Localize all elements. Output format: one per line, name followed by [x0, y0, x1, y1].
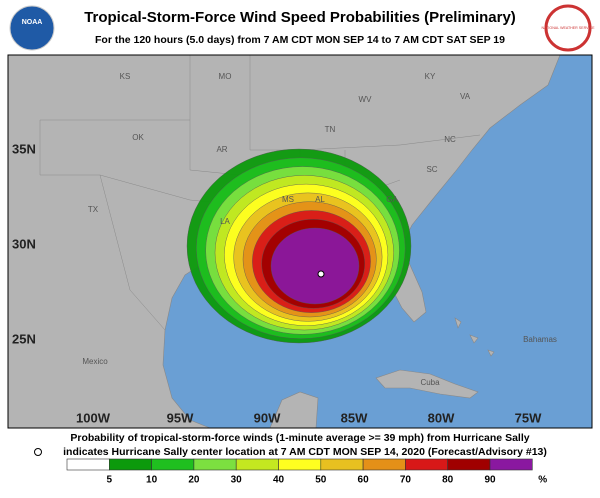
- legend-label: 80: [442, 475, 454, 486]
- lon-label: 85W: [341, 410, 368, 425]
- legend-label: 70: [400, 475, 412, 486]
- legend-swatch: [447, 458, 491, 471]
- legend-label: 30: [231, 475, 243, 486]
- place-label: AL: [315, 195, 325, 204]
- place-label: NC: [444, 135, 456, 144]
- legend-label: 90: [484, 475, 496, 486]
- title: Tropical-Storm-Force Wind Speed Probabil…: [84, 9, 516, 26]
- legend-swatch: [193, 458, 237, 471]
- legend: 5 10 20 30 40 50 60 70 80 90%: [66, 458, 547, 486]
- legend-swatch: [405, 458, 448, 471]
- place-label: TX: [88, 205, 99, 214]
- place-label: LA: [220, 217, 230, 226]
- bahamas: [454, 317, 495, 357]
- probability-ring: [270, 227, 360, 305]
- place-labels: KS MO KY WV VA OK AR TN NC SC TX MS AL GA LA Mexico Baha…: [82, 72, 557, 387]
- legend-swatch: [151, 458, 195, 471]
- legend-label: 5: [107, 475, 113, 486]
- borders: [39, 55, 481, 331]
- place-label: KS: [120, 72, 131, 81]
- legend-swatch: [362, 458, 406, 471]
- border: [99, 174, 166, 331]
- logo-text: NATIONAL WEATHER SERVICE: [542, 26, 596, 30]
- place-label: Mexico: [82, 357, 108, 366]
- logo-text: NOAA: [22, 19, 43, 26]
- lon-label: 100W: [76, 410, 111, 425]
- logo-circle: [544, 4, 592, 52]
- lat-label: 35N: [12, 141, 36, 156]
- place-label: OK: [132, 133, 144, 142]
- legend-swatch: [66, 458, 110, 471]
- legend-label: 50: [315, 475, 327, 486]
- logo-circle: [9, 5, 55, 51]
- place-label: MS: [282, 195, 294, 204]
- lat-label: 30N: [12, 236, 36, 251]
- legend-label: 20: [188, 475, 200, 486]
- legend-unit: %: [538, 475, 547, 486]
- lon-labels: 100W 95W 90W 85W 80W 75W: [76, 410, 542, 425]
- logo-nws: NATIONAL WEATHER SERVICE: [542, 4, 596, 52]
- legend-label: 60: [358, 475, 370, 486]
- border: [40, 119, 241, 176]
- center-symbol: [34, 448, 42, 456]
- place-label: SC: [426, 165, 437, 174]
- place-label: VA: [460, 92, 471, 101]
- map-frame: [7, 54, 593, 429]
- legend-label: 40: [273, 475, 285, 486]
- logo-noaa: NOAA: [9, 5, 55, 51]
- caption-line1: Probability of tropical-storm-force wind…: [70, 432, 529, 444]
- place-label: TN: [325, 125, 336, 134]
- map: KS MO KY WV VA OK AR TN NC SC TX MS AL GA LA Mexico Baha…: [7, 54, 593, 429]
- legend-swatch: [109, 458, 152, 471]
- cuba: [375, 369, 479, 399]
- caption-line2: indicates Hurricane Sally center locatio…: [63, 446, 547, 458]
- storm-center: [317, 270, 325, 278]
- lat-label: 25N: [12, 331, 36, 346]
- legend-swatch: [278, 458, 322, 471]
- lon-label: 90W: [254, 410, 281, 425]
- legend-swatch: [235, 458, 279, 471]
- place-label: WV: [359, 95, 373, 104]
- place-label: GA: [386, 195, 398, 204]
- lon-label: 75W: [515, 410, 542, 425]
- probability-rings: [186, 148, 412, 344]
- place-label: KY: [425, 72, 436, 81]
- legend-swatch: [320, 458, 364, 471]
- place-label: MO: [219, 72, 232, 81]
- legend-label: 10: [146, 475, 158, 486]
- place-label: AR: [216, 145, 227, 154]
- place-label: Cuba: [420, 378, 440, 387]
- lon-label: 80W: [428, 410, 455, 425]
- place-label: Bahamas: [523, 335, 557, 344]
- legend-swatch: [489, 458, 533, 471]
- subtitle: For the 120 hours (5.0 days) from 7 AM C…: [95, 34, 505, 46]
- lon-label: 95W: [167, 410, 194, 425]
- lat-labels: 35N 30N 25N: [12, 141, 36, 346]
